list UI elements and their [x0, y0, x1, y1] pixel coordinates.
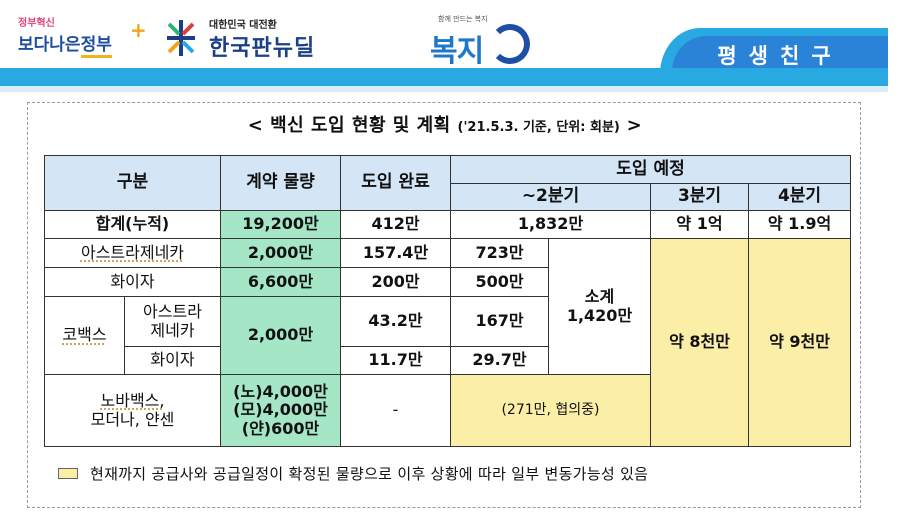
- others-contract-3: (얀)600만: [241, 418, 320, 438]
- subtotal-cell: 소계 1,420만: [548, 238, 651, 375]
- vaccine-table: 구분 계약 물량 도입 완료 도입 예정 ~2분기 3분기 4분기 합계(누적)…: [44, 155, 851, 447]
- gov-logo-big-text: 보다나은정부: [18, 30, 112, 58]
- page-title: < 백신 도입 현황 및 계획 ('21.5.3. 기준, 단위: 회분) >: [28, 111, 862, 137]
- table-row-covax-pfizer: 화이자 11.7만 29.7만: [45, 346, 851, 375]
- gov-logo-big-a: 보다나은: [18, 35, 81, 55]
- covax-az-label-2: 제네카: [150, 320, 195, 340]
- q3-rest-cell: 약 8천만: [650, 238, 749, 447]
- gov-innovation-logo: 정부혁신 보다나은정부 +: [18, 12, 148, 68]
- az-contract: 2,000만: [220, 238, 341, 268]
- pfizer-contract: 6,600만: [220, 267, 341, 297]
- others-contract-1: (노)4,000만: [233, 381, 328, 401]
- table-row-covax-az: 코백스 아스트라 제네카 2,000만 43.2만 167만: [44, 296, 851, 375]
- others-contract-2: (모)4,000만: [233, 400, 328, 420]
- legend-swatch: [58, 468, 78, 479]
- covax-az-label: 아스트라 제네카: [124, 296, 221, 347]
- header-planned: 도입 예정: [450, 155, 851, 184]
- covax-az-q2: 167만: [450, 296, 549, 347]
- q4-rest-cell: 약 9천만: [748, 238, 851, 447]
- title-sub: ('21.5.3. 기준, 단위: 회분): [457, 120, 620, 135]
- az-q2: 723만: [450, 238, 549, 268]
- new-deal-big-text: 한국판뉴딜: [209, 36, 316, 61]
- az-label: 아스트라제네카: [44, 238, 221, 268]
- header-q2: ~2분기: [450, 183, 651, 211]
- gov-logo-big-b: 정부: [80, 35, 112, 58]
- pfizer-label: 화이자: [44, 267, 221, 297]
- subtotal-label: 소계: [584, 287, 615, 307]
- others-label: 노바백스, 모더나, 얀센: [44, 374, 221, 447]
- table-row-others: 노바백스, 모더나, 얀센 (노)4,000만 (모)4,000만 (얀)600…: [44, 374, 851, 447]
- header-band: [0, 68, 888, 86]
- others-label-1: 노바백스,: [100, 391, 165, 411]
- header-contract: 계약 물량: [220, 155, 341, 211]
- az-completed: 157.4만: [340, 238, 451, 268]
- header-category: 구분: [44, 155, 221, 211]
- title-main: < 백신 도입 현황 및 계획: [247, 115, 451, 136]
- covax-az-label-1: 아스트라: [143, 302, 202, 322]
- total-q3: 약 1억: [650, 210, 749, 239]
- subtotal-value: 1,420만: [566, 305, 633, 325]
- table-row-total: 합계(누적) 19,200만 412만 1,832만 약 1억 약 1.9억: [44, 210, 851, 239]
- others-completed: -: [340, 374, 451, 447]
- covax-pfizer-label: 화이자: [124, 346, 221, 375]
- header-q4: 4분기: [748, 183, 851, 211]
- header-band-light: [0, 86, 888, 92]
- welfare-ring-icon: [490, 24, 530, 64]
- covax-contract: 2,000만: [220, 296, 341, 375]
- others-q2: (271만, 협의중): [450, 374, 651, 447]
- new-deal-mark-icon: [167, 20, 195, 56]
- total-contract: 19,200만: [220, 210, 341, 239]
- header-tab-inner: [672, 36, 888, 72]
- pfizer-completed: 200만: [340, 267, 451, 297]
- covax-pfizer-q2: 29.7만: [450, 346, 549, 375]
- footnote: 현재까지 공급사와 공급일정이 확정된 물량으로 이후 상황에 따라 일부 변동…: [58, 463, 848, 487]
- covax-label: 코백스: [44, 296, 125, 375]
- total-completed: 412만: [340, 210, 451, 239]
- title-close: >: [626, 115, 643, 136]
- others-contract: (노)4,000만 (모)4,000만 (얀)600만: [220, 374, 341, 447]
- welfare-big-text: 복지: [430, 34, 484, 69]
- gov-logo-small-text: 정부혁신: [18, 18, 55, 29]
- header-completed: 도입 완료: [340, 155, 451, 211]
- page-header: 정부혁신 보다나은정부 + 대한민국 대전환 한국판뉴딜 함께 만드는 복지 복…: [0, 0, 913, 100]
- total-q2: 1,832만: [450, 210, 651, 239]
- total-q4: 약 1.9억: [748, 210, 851, 239]
- header-q3: 3분기: [650, 183, 749, 211]
- new-deal-small-text: 대한민국 대전환: [209, 20, 277, 31]
- welfare-small-text: 함께 만드는 복지: [438, 15, 488, 23]
- footnote-text: 현재까지 공급사와 공급일정이 확정된 물량으로 이후 상황에 따라 일부 변동…: [90, 465, 649, 483]
- total-label: 합계(누적): [44, 210, 221, 239]
- header-tab-label: 평생친구: [717, 44, 843, 68]
- covax-az-completed: 43.2만: [340, 296, 451, 347]
- covax-pfizer-completed: 11.7만: [340, 346, 451, 375]
- pfizer-q2: 500만: [450, 267, 549, 297]
- welfare-logo: 함께 만드는 복지 복지: [426, 10, 536, 69]
- table-row-astrazeneca: 아스트라제네카 2,000만 157.4만 723만 소계 1,420만 약 8…: [44, 238, 851, 447]
- plus-icon: +: [130, 18, 147, 42]
- content-box: < 백신 도입 현황 및 계획 ('21.5.3. 기준, 단위: 회분) > …: [27, 102, 861, 508]
- table-row-pfizer: 화이자 6,600만 200만 500만: [44, 267, 851, 297]
- korean-new-deal-logo: 대한민국 대전환 한국판뉴딜: [163, 14, 363, 64]
- others-label-2: 모더나, 얀센: [90, 409, 175, 429]
